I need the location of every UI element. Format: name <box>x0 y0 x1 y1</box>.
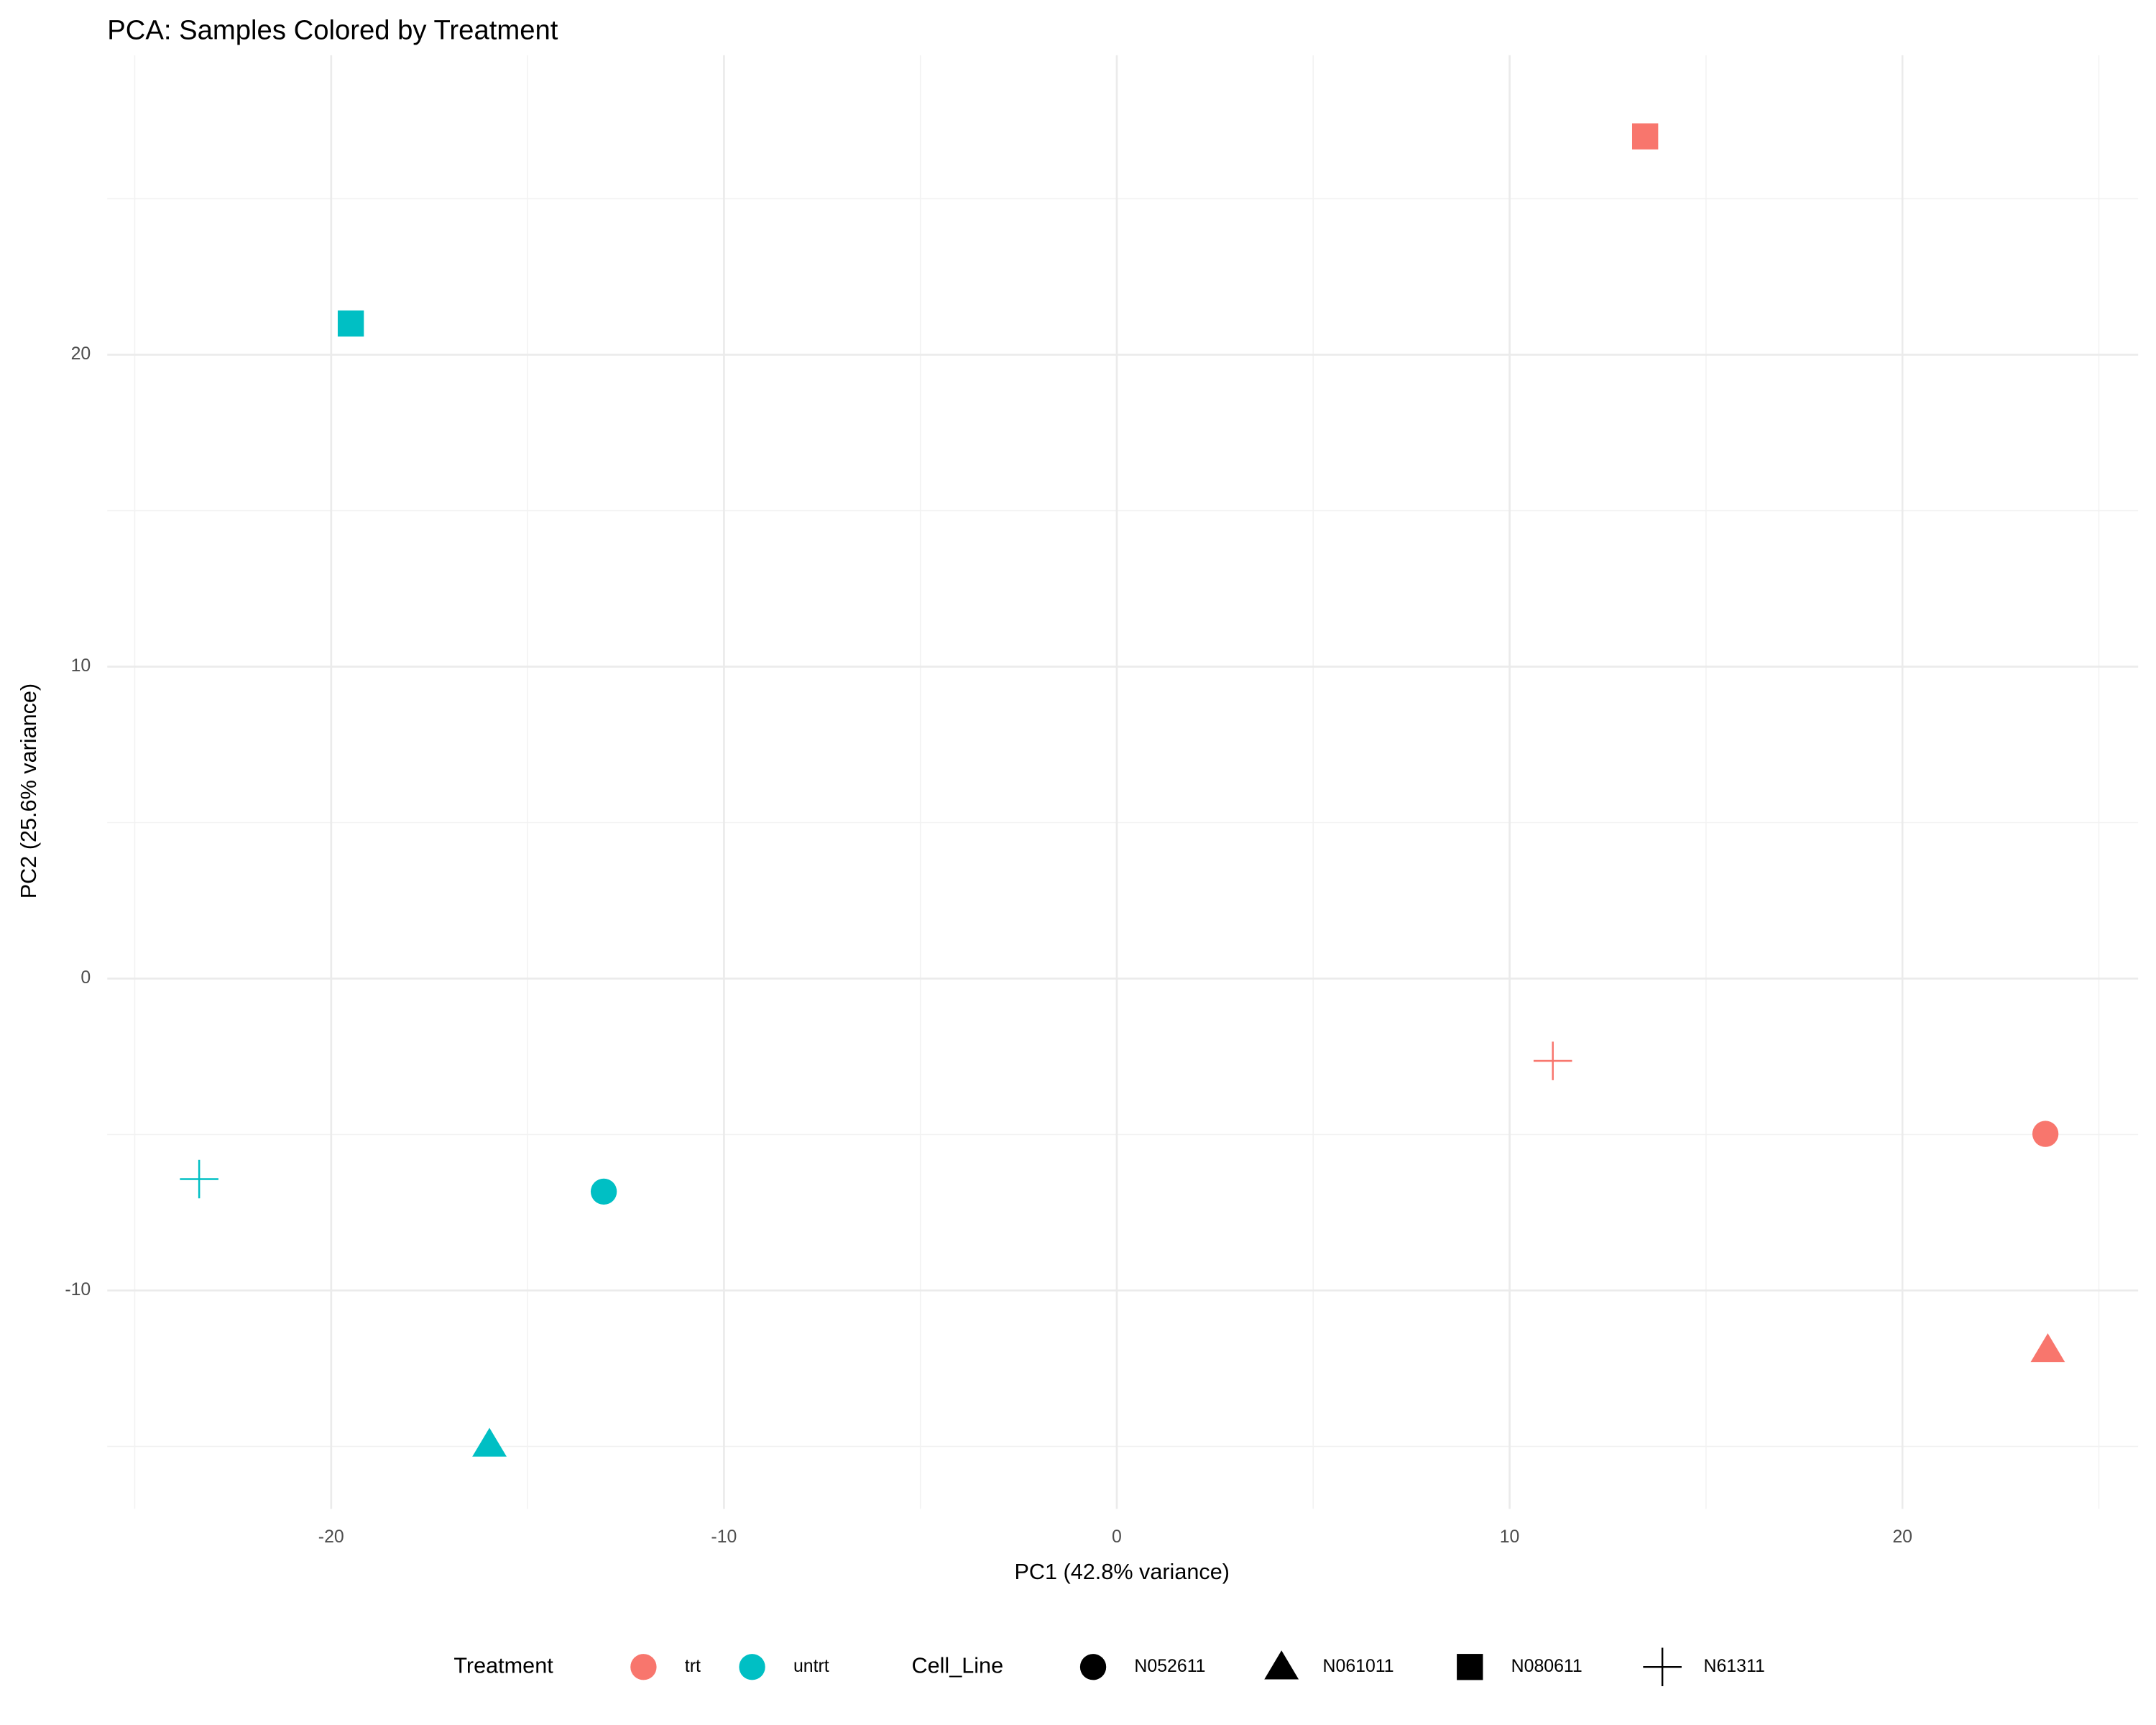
y-tick-label: 20 <box>71 344 91 364</box>
legend-label: untrt <box>793 1656 829 1676</box>
legend-label: trt <box>685 1656 701 1676</box>
marks <box>180 123 2065 1457</box>
legend-key <box>1264 1650 1299 1680</box>
x-tick-label: -20 <box>318 1527 344 1547</box>
legend-key <box>1643 1647 1682 1687</box>
y-tick-label: -10 <box>65 1279 91 1300</box>
x-tick-label: 20 <box>1892 1527 1912 1547</box>
point <box>337 310 364 337</box>
y-axis-title: PC2 (25.6% variance) <box>17 684 41 898</box>
point <box>590 1178 617 1205</box>
x-tick-label: 10 <box>1500 1527 1520 1547</box>
legend-label: N080611 <box>1511 1656 1583 1676</box>
grid: -20 -10 0 10 20 -10 0 10 20 <box>65 55 2139 1547</box>
legend-label: N061011 <box>1323 1656 1394 1676</box>
y-tick-label: 10 <box>71 656 91 676</box>
legend-label: N052611 <box>1134 1656 1205 1676</box>
legend-title: Treatment <box>453 1653 553 1678</box>
y-tick-label: 0 <box>80 967 91 988</box>
legend-key <box>630 1654 657 1680</box>
point <box>2030 1333 2065 1363</box>
point <box>180 1159 218 1199</box>
point <box>2032 1121 2059 1147</box>
legend-key <box>1079 1654 1107 1680</box>
legend-label: N61311 <box>1704 1656 1765 1676</box>
legend-key <box>739 1654 765 1680</box>
point <box>472 1427 507 1457</box>
x-axis-title: PC1 (42.8% variance) <box>1015 1560 1230 1584</box>
legend: Treatment trt untrt Cell_Line N052611 N061011… <box>453 1647 1765 1687</box>
x-tick-label: -10 <box>711 1527 737 1547</box>
chart-title: PCA: Samples Colored by Treatment <box>107 14 558 45</box>
x-tick-label: 0 <box>1112 1527 1122 1547</box>
legend-title: Cell_Line <box>911 1653 1003 1678</box>
legend-key <box>1457 1654 1483 1680</box>
point <box>1533 1041 1572 1080</box>
point <box>1631 123 1659 150</box>
